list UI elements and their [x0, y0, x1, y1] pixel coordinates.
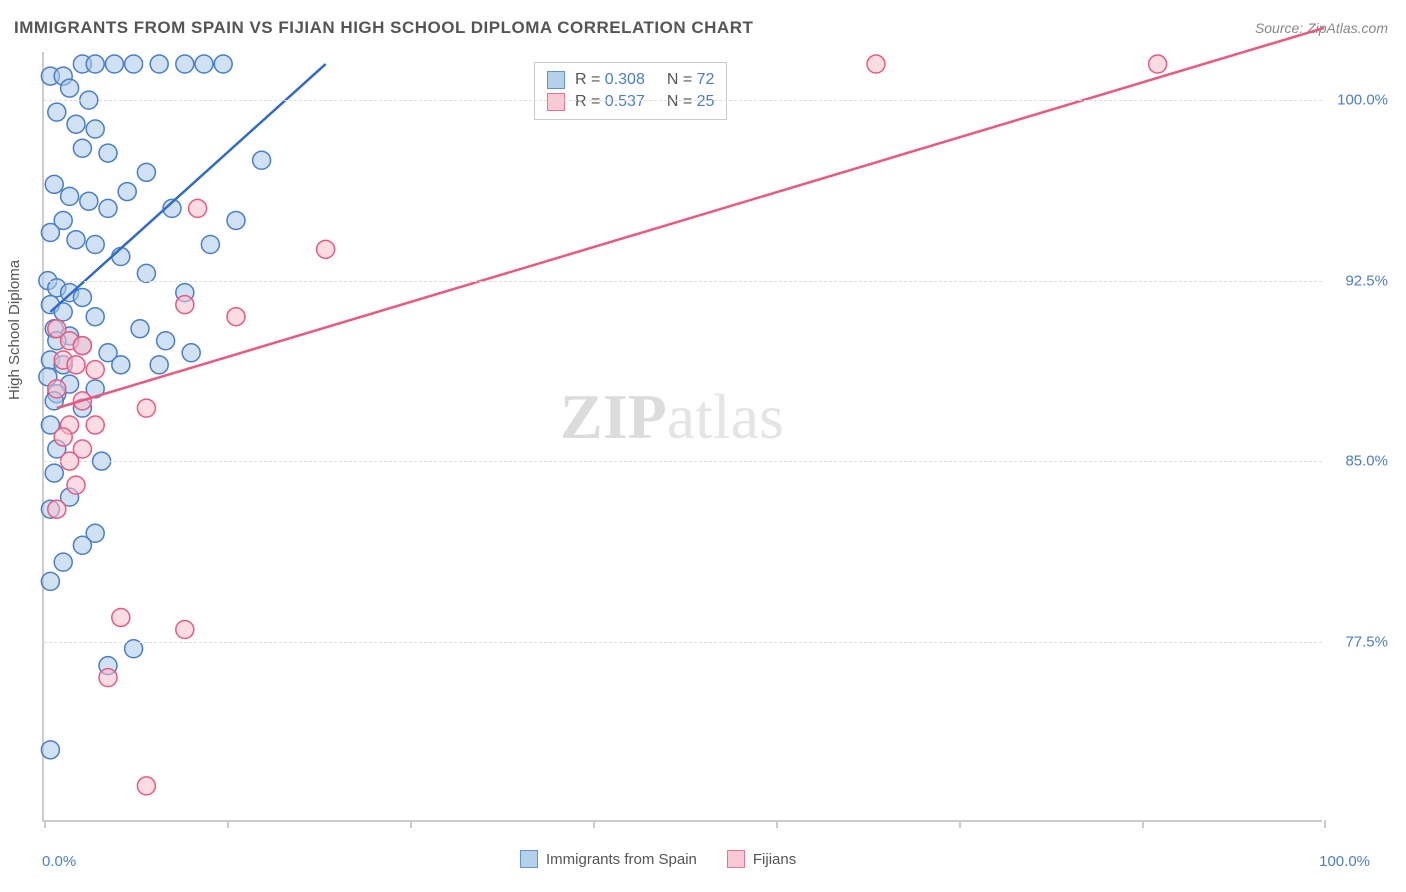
data-point — [317, 240, 335, 258]
y-axis-label: High School Diploma — [6, 260, 23, 400]
data-point — [176, 621, 194, 639]
gridline-h — [44, 642, 1322, 643]
y-tick-label: 92.5% — [1345, 272, 1388, 289]
data-point — [112, 248, 130, 266]
data-point — [86, 416, 104, 434]
data-point — [182, 344, 200, 362]
x-tick — [1324, 820, 1326, 828]
legend-stat-row: R = 0.537 N = 25 — [547, 91, 714, 113]
data-point — [86, 361, 104, 379]
data-point — [54, 553, 72, 571]
data-point — [80, 192, 98, 210]
data-point — [67, 476, 85, 494]
legend-stat-row: R = 0.308 N = 72 — [547, 69, 714, 91]
x-tick-label-min: 0.0% — [42, 853, 76, 870]
x-tick — [776, 820, 778, 828]
data-point — [54, 428, 72, 446]
data-point — [99, 144, 117, 162]
data-point — [99, 199, 117, 217]
data-point — [150, 55, 168, 73]
data-point — [99, 669, 117, 687]
data-point — [41, 223, 59, 241]
legend-swatch — [547, 93, 565, 111]
data-point — [45, 464, 63, 482]
x-tick — [1142, 820, 1144, 828]
plot-area: R = 0.308 N = 72 R = 0.537 N = 25 — [42, 52, 1322, 822]
data-point — [48, 380, 66, 398]
data-point — [45, 175, 63, 193]
data-point — [86, 236, 104, 254]
data-point — [112, 608, 130, 626]
legend-series-label: Immigrants from Spain — [546, 851, 697, 868]
legend-series-item: Immigrants from Spain — [520, 850, 697, 868]
y-tick-label: 85.0% — [1345, 453, 1388, 470]
data-point — [227, 308, 245, 326]
data-point — [118, 183, 136, 201]
legend-r-label: R = 0.537 — [575, 93, 645, 111]
legend-swatch — [727, 850, 745, 868]
data-point — [67, 356, 85, 374]
data-point — [48, 500, 66, 518]
data-point — [105, 55, 123, 73]
data-point — [67, 115, 85, 133]
data-point — [73, 139, 91, 157]
data-point — [131, 320, 149, 338]
data-point — [195, 55, 213, 73]
gridline-h — [44, 281, 1322, 282]
data-point — [137, 163, 155, 181]
legend-swatch — [520, 850, 538, 868]
data-point — [189, 199, 207, 217]
data-point — [176, 55, 194, 73]
x-tick — [410, 820, 412, 828]
legend-series: Immigrants from Spain Fijians — [520, 850, 796, 868]
x-tick — [227, 820, 229, 828]
data-point — [176, 296, 194, 314]
data-point — [1149, 55, 1167, 73]
y-tick-label: 100.0% — [1337, 92, 1388, 109]
data-point — [86, 308, 104, 326]
data-point — [86, 55, 104, 73]
legend-swatch — [547, 71, 565, 89]
data-point — [61, 79, 79, 97]
x-tick-label-max: 100.0% — [1319, 853, 1370, 870]
data-point — [86, 120, 104, 138]
data-point — [214, 55, 232, 73]
data-point — [227, 211, 245, 229]
data-point — [41, 572, 59, 590]
gridline-h — [44, 100, 1322, 101]
data-point — [112, 356, 130, 374]
data-point — [48, 103, 66, 121]
data-point — [157, 332, 175, 350]
gridline-h — [44, 461, 1322, 462]
data-point — [201, 236, 219, 254]
legend-series-label: Fijians — [753, 851, 796, 868]
data-point — [73, 337, 91, 355]
data-point — [253, 151, 271, 169]
legend-stats: R = 0.308 N = 72 R = 0.537 N = 25 — [534, 62, 727, 120]
data-point — [137, 777, 155, 795]
data-point — [125, 55, 143, 73]
y-tick-label: 77.5% — [1345, 633, 1388, 650]
chart-title: IMMIGRANTS FROM SPAIN VS FIJIAN HIGH SCH… — [14, 18, 753, 38]
legend-n-label: N = 25 — [667, 93, 715, 111]
data-point — [867, 55, 885, 73]
x-tick — [959, 820, 961, 828]
data-point — [137, 399, 155, 417]
data-point — [73, 536, 91, 554]
x-tick — [44, 820, 46, 828]
data-point — [67, 231, 85, 249]
data-point — [61, 187, 79, 205]
legend-series-item: Fijians — [727, 850, 796, 868]
legend-n-label: N = 72 — [667, 71, 715, 89]
data-point — [41, 741, 59, 759]
x-tick — [593, 820, 595, 828]
data-point — [73, 288, 91, 306]
legend-r-label: R = 0.308 — [575, 71, 645, 89]
scatter-plot-svg — [44, 52, 1322, 820]
data-point — [150, 356, 168, 374]
